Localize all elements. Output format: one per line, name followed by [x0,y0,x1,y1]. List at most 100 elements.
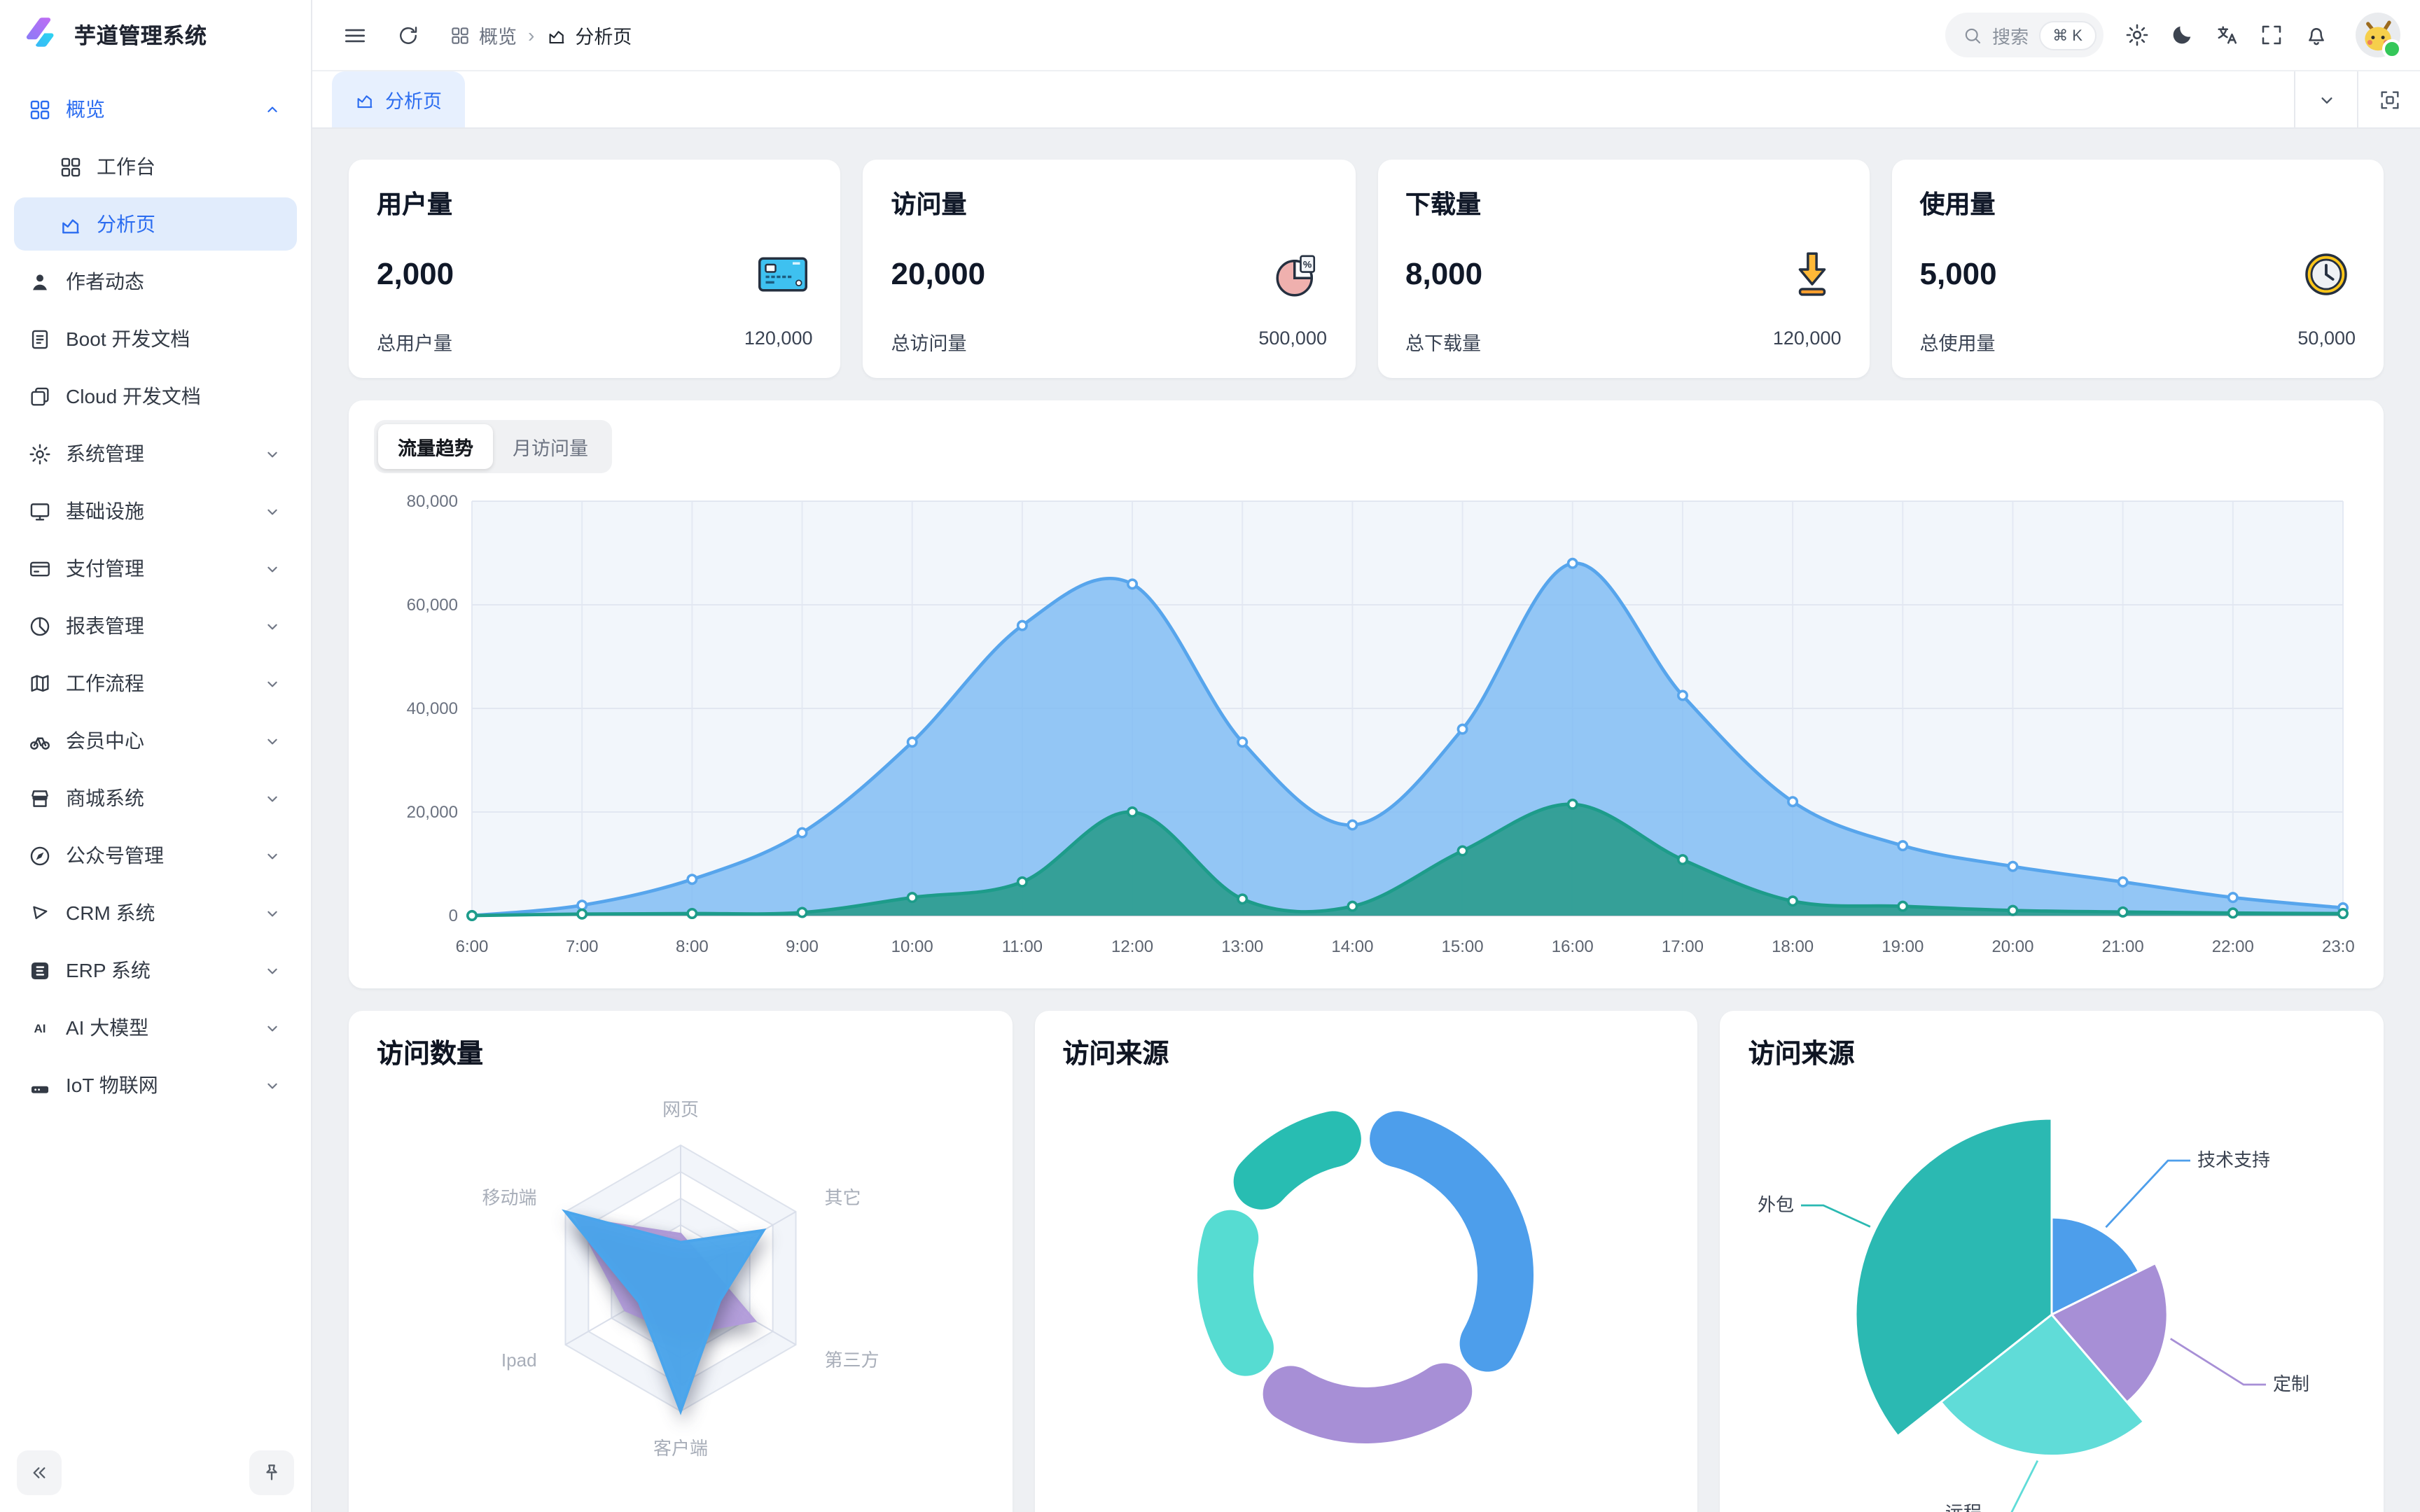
search-shortcut-badge: ⌘ K [2038,20,2096,50]
crm-icon [33,905,48,919]
sidebar-item-iot[interactable]: IoT 物联网 [14,1058,297,1112]
ai-icon: AI [34,1021,46,1035]
search-input[interactable]: 搜索 ⌘ K [1945,13,2103,57]
sidebar-item-crm[interactable]: CRM 系统 [14,886,297,939]
sidebar-toggle-button[interactable] [332,13,377,57]
stat-card-1: 访问量 20,000% 总访问量 500,000 [863,160,1355,378]
sidebar: 芋道管理系统 概览工作台分析页作者动态 Boot 开发文档 Cloud 开发文档系统… [0,0,312,1512]
content-fullscreen-button[interactable] [2357,71,2420,127]
fullscreen2-icon [2377,88,2401,111]
svg-text:16:00: 16:00 [1552,937,1594,956]
sidebar-item-overview[interactable]: 概览 [14,83,297,136]
breadcrumb: 概览 › 分析页 [450,21,632,49]
sidebar-item-infra[interactable]: 基础设施 [14,484,297,538]
translate-icon [2218,26,2237,44]
chevdown-icon [2314,88,2338,111]
theme-button[interactable] [2160,13,2204,57]
sidebar-item-label: 系统管理 [66,442,144,465]
page-content: 用户量 2,000 总用户量 120,000 访问量 20,000% 总访问量 500,000… [312,129,2420,1512]
tab-menu-button[interactable] [2294,71,2357,127]
sidebar-item-ai[interactable]: AI AI 大模型 [14,1001,297,1054]
sidebar-collapse-button[interactable] [17,1450,62,1495]
card-icon [30,561,50,576]
sidebar-item-boot-doc[interactable]: Boot 开发文档 [14,312,297,365]
settings-button[interactable] [2115,13,2160,57]
sidebar-item-label: 支付管理 [66,557,144,580]
sidebar-item-label: 报表管理 [66,615,144,637]
sidebar-item-report[interactable]: 报表管理 [14,599,297,652]
grid-icon [30,99,50,119]
svg-text:%: % [1302,258,1312,270]
card-title: 访问来源 [1062,1040,1169,1070]
sidebar-item-mall[interactable]: 商城系统 [14,771,297,825]
sidebar-item-mp[interactable]: 公众号管理 [14,829,297,882]
sidebar-item-bpm[interactable]: 工作流程 [14,657,297,710]
chart-icon [354,89,375,110]
rose-pie-chart: 技术支持定制远程 外包 [1758,1117,2309,1512]
grid-icon [450,24,471,46]
chart-icon [62,218,79,233]
trend-tab-月访问量[interactable]: 月访问量 [493,424,608,469]
svg-text:13:00: 13:00 [1221,937,1263,956]
fullscreen-button[interactable] [2249,13,2294,57]
clock-icon [2305,253,2347,295]
refresh-button[interactable] [385,13,430,57]
notifications-button[interactable] [2294,13,2339,57]
sidebar-item-pay[interactable]: 支付管理 [14,542,297,595]
sidebar-item-member[interactable]: 会员中心 [14,714,297,767]
collapse-icon [33,1467,46,1478]
docs-icon [31,386,49,405]
traffic-trend-chart: 0 20,000 40,000 60,000 80,000 6:00 7:00 8:00 9:0… [407,492,2354,956]
stat-footer-label: 总用户量 [377,333,452,354]
chevdown-icon [267,1082,277,1088]
breadcrumb-item-analysis[interactable]: 分析页 [545,21,632,49]
svg-text:客户端: 客户端 [653,1438,708,1459]
avatar[interactable] [2356,13,2402,59]
erp-icon [31,961,49,979]
language-button[interactable] [2204,13,2249,57]
traffic-trend-card: 流量趋势 月访问量 0 20,000 40,000 60,000 80,000 6:00 7:… [349,400,2384,988]
sidebar-item-analysis[interactable]: 分析页 [14,197,297,251]
top-header: 概览 › 分析页 搜索 ⌘ K [312,0,2420,70]
stat-footer-label: 总下载量 [1405,333,1481,354]
sidebar-item-system[interactable]: 系统管理 [14,427,297,480]
sidebar-item-label: 商城系统 [66,787,144,809]
svg-text:远程: 远程 [1945,1502,1982,1512]
trend-tab-流量趋势[interactable]: 流量趋势 [378,424,493,469]
tab-analysis[interactable]: 分析页 [332,71,464,127]
sidebar-item-workplace[interactable]: 工作台 [14,140,297,193]
svg-text:22:00: 22:00 [2212,937,2254,956]
sidebar-footer [0,1436,311,1512]
logo-icon [20,10,62,59]
hamburger-icon [344,28,365,42]
svg-text:14:00: 14:00 [1331,937,1373,956]
breadcrumb-item-overview[interactable]: 概览 [450,21,517,49]
sidebar-item-label: 工作台 [97,155,155,178]
stat-card-3: 使用量 5,000 总使用量 50,000 [1891,160,2384,378]
sidebar-item-author[interactable]: 作者动态 [14,255,297,308]
sidebar-item-label: 作者动态 [66,270,144,293]
svg-text:12:00: 12:00 [1111,937,1153,956]
svg-text:网页: 网页 [662,1099,699,1120]
sidebar-pin-button[interactable] [249,1450,294,1495]
card-title: 访问数量 [377,1040,484,1070]
sidebar-item-cloud-doc[interactable]: Cloud 开发文档 [14,370,297,423]
online-status-dot [2382,39,2402,59]
chevup-icon [267,106,277,112]
stat-footer-value: 120,000 [744,328,813,349]
svg-text:外包: 外包 [1758,1194,1794,1215]
sidebar-menu: 概览工作台分析页作者动态 Boot 开发文档 Cloud 开发文档系统管理基础设施支… [0,70,311,1436]
shop-icon [32,790,48,806]
svg-text:18:00: 18:00 [1772,937,1814,956]
grid-icon [61,157,81,176]
app-logo[interactable]: 芋道管理系统 [0,0,311,70]
stat-card-0: 用户量 2,000 总用户量 120,000 [349,160,841,378]
stat-footer-value: 50,000 [2297,328,2356,349]
stat-title: 使用量 [1919,190,1996,218]
chevdown-icon [267,451,277,457]
sidebar-item-erp[interactable]: ERP 系统 [14,944,297,997]
stat-value: 2,000 [377,256,454,291]
header-actions: 搜索 ⌘ K [1945,13,2402,59]
grid-icon [452,27,468,43]
